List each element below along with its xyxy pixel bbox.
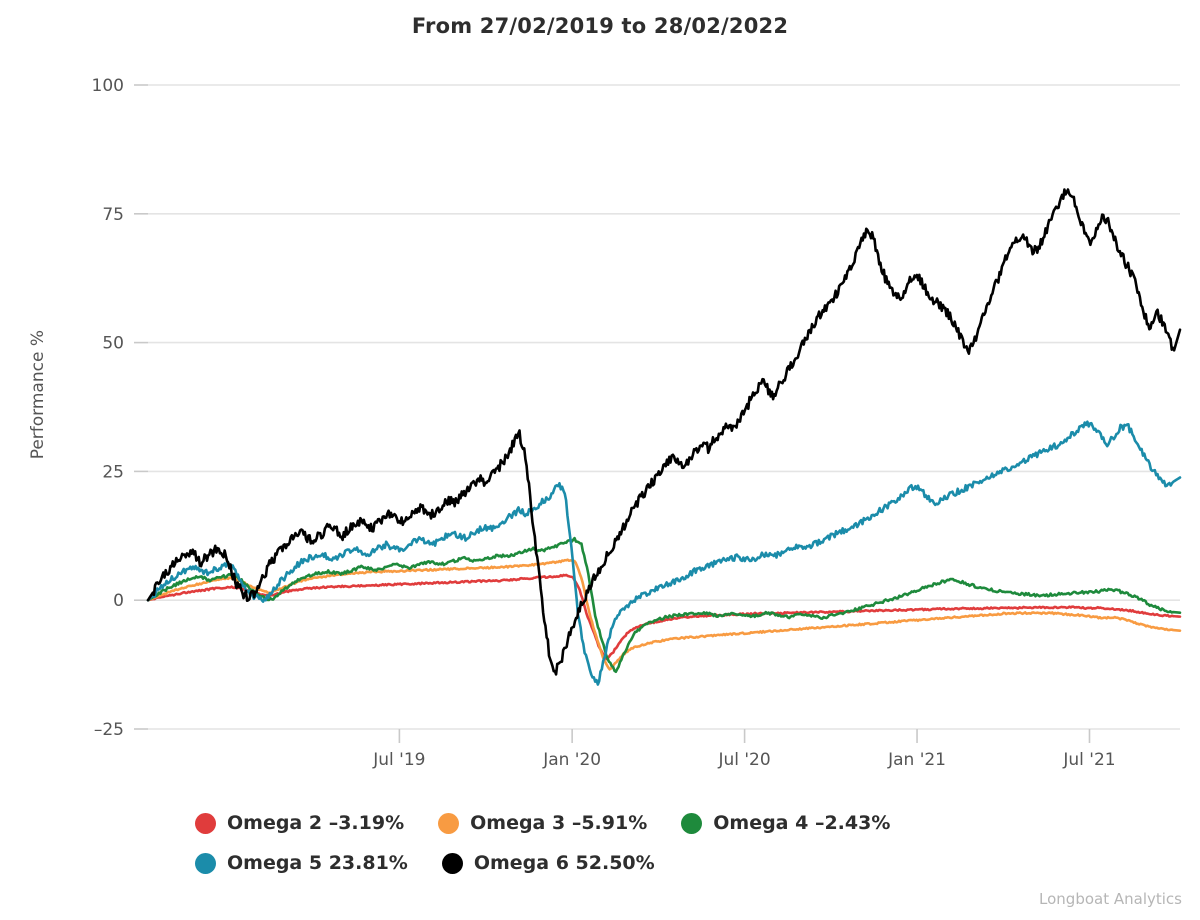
legend-swatch-icon [681,812,703,834]
legend-item-omega-6[interactable]: Omega 6 52.50% [441,845,655,881]
y-tick-label: –25 [94,720,124,740]
y-axis-tick-labels: 100 75 50 25 0 –25 [92,76,124,740]
x-tick-label: Jul '21 [1062,750,1115,770]
series-line-omega-5 [146,420,1182,686]
x-tick-label: Jul '19 [372,750,425,770]
chart-title: From 27/02/2019 to 28/02/2022 [411,14,789,38]
y-tick-label: 75 [102,205,124,225]
x-tick-label: Jan '21 [887,750,946,770]
y-tick-label: 100 [92,76,124,96]
legend-label: Omega 5 23.81% [227,852,408,874]
series-line-omega-4 [146,536,1182,674]
legend-item-omega-5[interactable]: Omega 5 23.81% [195,845,408,881]
legend-item-omega-3[interactable]: Omega 3 –5.91% [438,805,647,841]
x-tick-label: Jan '20 [542,750,601,770]
legend-label: Omega 2 –3.19% [227,812,405,834]
legend-label: Omega 3 –5.91% [470,812,648,834]
x-axis-tick-marks [398,729,1091,743]
legend-item-omega-2[interactable]: Omega 2 –3.19% [195,805,404,841]
chart-legend: Omega 2 –3.19% Omega 3 –5.91% Omega 4 –2.4… [195,805,1075,881]
series-line-omega-3 [146,558,1182,671]
y-tick-label: 50 [102,334,124,354]
legend-swatch-icon [441,852,463,874]
legend-label: Omega 4 –2.43% [713,812,891,834]
series-lines [146,188,1182,686]
series-line-omega-6 [146,188,1182,676]
legend-swatch-icon [195,812,216,834]
y-tick-label: 0 [113,591,124,611]
y-tick-label: 25 [102,462,124,482]
watermark: Longboat Analytics [1039,890,1182,908]
legend-label: Omega 6 52.50% [473,852,655,874]
series-line-omega-2 [146,573,1182,661]
gridlines [134,84,1180,730]
legend-swatch-icon [438,812,460,834]
x-tick-label: Jul '20 [717,750,770,770]
legend-item-omega-4[interactable]: Omega 4 –2.43% [681,805,890,841]
legend-swatch-icon [195,852,216,874]
